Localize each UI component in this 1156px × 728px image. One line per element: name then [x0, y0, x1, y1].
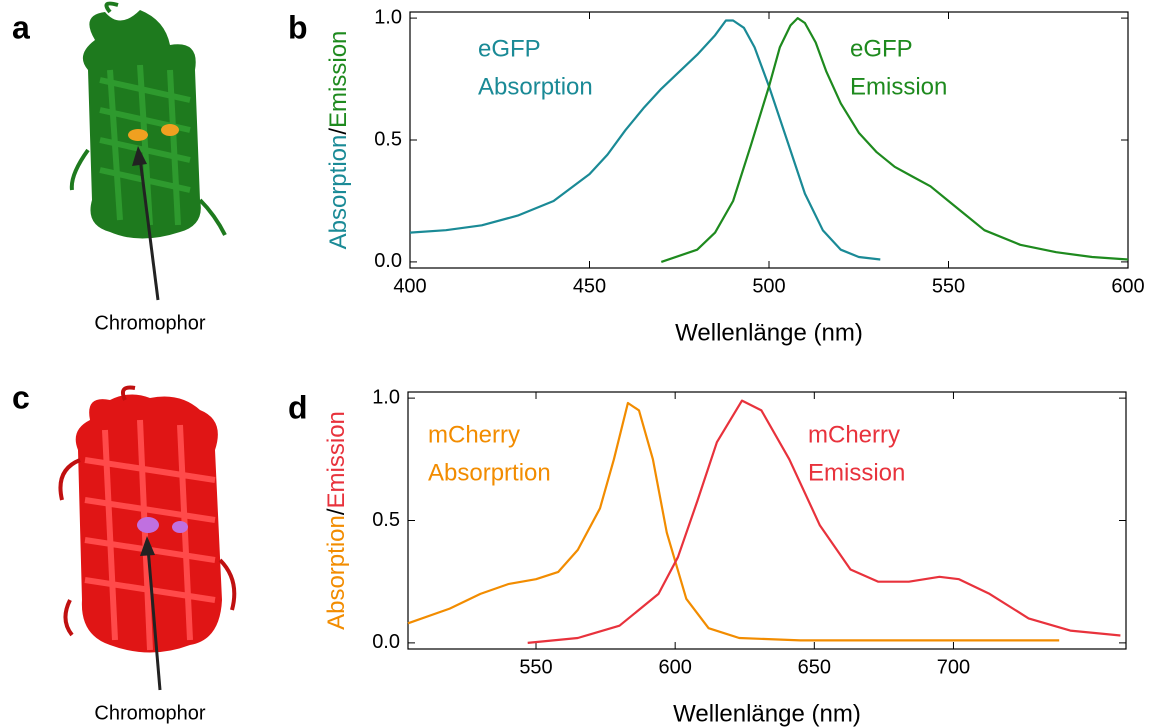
y-axis-label-part: Emission [323, 411, 350, 508]
series-label: mCherry [428, 421, 520, 448]
y-axis-label-part: Absorption [323, 515, 350, 630]
y-tick-label: 1.0 [374, 6, 402, 28]
y-axis-label: Absorption/Emission [323, 411, 350, 630]
data-line [527, 399, 1121, 644]
x-tick-label: 700 [937, 656, 970, 678]
x-tick-label: 600 [658, 656, 691, 678]
x-tick-label: 400 [393, 275, 426, 297]
x-tick-label: 600 [1111, 275, 1144, 297]
y-axis-label-part: / [323, 508, 350, 515]
y-axis-label-part: Absorption [325, 135, 352, 250]
panel-label: b [288, 9, 308, 45]
series-label: eGFP [850, 35, 913, 62]
series-label: Absorption [478, 73, 593, 100]
gfp-structure [69, 1, 227, 301]
caption: Chromophor [94, 312, 206, 334]
data-line [407, 401, 1060, 642]
series-label: eGFP [478, 35, 541, 62]
panel-label: a [12, 9, 30, 45]
y-axis-label-part: / [325, 128, 352, 135]
y-tick-label: 0.0 [374, 250, 402, 272]
x-tick-label: 500 [752, 275, 785, 297]
x-tick-label: 550 [519, 656, 552, 678]
x-tick-label: 650 [798, 656, 831, 678]
x-tick-label: 450 [573, 275, 606, 297]
y-axis-label: Absorption/Emission [325, 31, 352, 250]
data-line [660, 17, 1129, 263]
y-tick-label: 1.0 [372, 386, 400, 408]
y-tick-label: 0.0 [372, 631, 400, 653]
x-axis-label: Wellenlänge (nm) [675, 319, 863, 346]
x-axis-label: Wellenlänge (nm) [673, 700, 861, 727]
panel-label: d [288, 389, 308, 425]
x-tick-label: 550 [932, 275, 965, 297]
series-label: mCherry [808, 421, 900, 448]
panel-label: c [12, 379, 30, 415]
y-axis-label-part: Emission [325, 31, 352, 128]
series-label: Emission [808, 459, 905, 486]
mcherry-structure [58, 385, 237, 691]
series-label: Emission [850, 73, 947, 100]
data-line [409, 19, 881, 261]
y-tick-label: 0.5 [372, 509, 400, 531]
caption: Chromophor [94, 702, 206, 724]
y-tick-label: 0.5 [374, 128, 402, 150]
series-label: Absorprtion [428, 459, 551, 486]
